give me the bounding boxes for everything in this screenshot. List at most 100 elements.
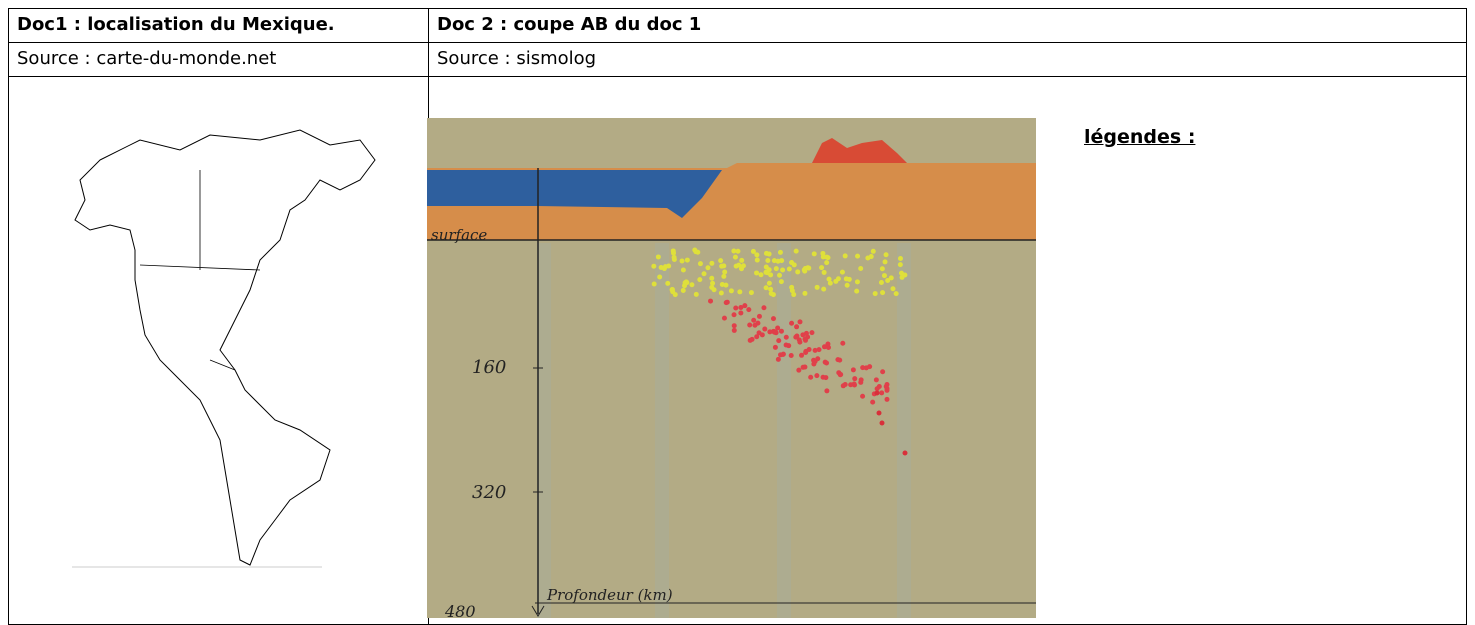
quake-dot [651, 281, 657, 287]
quake-dot [879, 420, 885, 426]
quake-dot [839, 269, 845, 275]
quake-dot [854, 279, 860, 285]
quake-dot [855, 253, 861, 259]
quake-dot [899, 274, 905, 280]
quake-dot [752, 322, 758, 328]
quake-dot [692, 247, 698, 253]
quake-dot [789, 288, 795, 294]
quake-dot [768, 286, 774, 292]
quake-dot [773, 330, 779, 336]
quake-dot [658, 265, 664, 271]
quake-dot [799, 352, 805, 358]
quake-dot [751, 317, 757, 323]
quake-dot [883, 383, 889, 389]
quake-dot [882, 259, 888, 265]
quake-dot [742, 303, 748, 309]
quake-dot [722, 269, 728, 275]
quake-dot [701, 271, 707, 277]
axis-label: Profondeur (km) [546, 586, 673, 604]
quake-dot [850, 367, 856, 373]
quake-dot [802, 268, 808, 274]
quake-dot [738, 266, 744, 272]
quake-dot [762, 326, 768, 332]
quake-dot [814, 373, 820, 379]
quake-dot [858, 377, 864, 383]
quake-dot [880, 290, 886, 296]
quake-dot [852, 376, 858, 382]
quake-dot [897, 262, 903, 268]
quake-dot [795, 269, 801, 275]
quake-dot [878, 279, 884, 285]
quake-dot [684, 257, 690, 263]
ocean [427, 170, 722, 218]
quake-dot [793, 334, 799, 340]
quake-dot [788, 353, 794, 359]
quake-dot [761, 305, 767, 311]
stripe [897, 243, 911, 618]
quake-dot [680, 287, 686, 293]
quake-dot [719, 281, 725, 287]
quake-dot [789, 320, 795, 326]
quake-dot [837, 357, 843, 363]
quake-dot [897, 256, 903, 262]
legend-title: légendes : [1084, 126, 1196, 148]
quake-dot [731, 323, 737, 329]
quake-dot [885, 278, 891, 284]
quake-dot [679, 258, 685, 264]
quake-dot [780, 351, 786, 357]
quake-dot [890, 286, 896, 292]
quake-dot [796, 367, 802, 373]
quake-dot [851, 381, 857, 387]
quake-dot [724, 299, 730, 305]
quake-dot [738, 310, 744, 316]
quake-dot [881, 273, 887, 279]
quake-dot [689, 282, 695, 288]
quake-dot [902, 450, 908, 456]
quake-dot [803, 330, 809, 336]
quake-dot [842, 253, 848, 259]
americas-map [72, 129, 376, 568]
quake-dot [819, 265, 825, 271]
continent-outline [74, 129, 376, 566]
quake-dot [816, 347, 822, 353]
quake-dot [697, 277, 703, 283]
quake-dot [754, 270, 760, 276]
quake-dot [709, 284, 715, 290]
quake-dot [880, 369, 886, 375]
stripe [777, 243, 791, 618]
quake-dot [763, 264, 769, 270]
quake-dot [763, 250, 769, 256]
quake-dot [808, 374, 814, 380]
quake-dot [747, 322, 753, 328]
quake-dot [840, 383, 846, 389]
quake-dot [728, 288, 734, 294]
quake-dot [824, 388, 830, 394]
quake-dot [843, 276, 849, 282]
header-cell: Doc 2 : coupe AB du doc 1 [428, 8, 1467, 43]
quake-dot [879, 390, 885, 396]
quake-dot [750, 248, 756, 254]
quake-dot [655, 254, 661, 260]
quake-dot [814, 284, 820, 290]
quake-dot [789, 260, 795, 266]
quake-dot [775, 356, 781, 362]
quake-dot [794, 324, 800, 330]
quake-dot [854, 288, 860, 294]
quake-dot [893, 291, 899, 297]
earthquakes [651, 247, 908, 456]
quake-dot [770, 292, 776, 298]
quake-dot [898, 270, 904, 276]
quake-dot [803, 349, 809, 355]
quake-dot [826, 276, 832, 282]
quake-dot [809, 330, 815, 336]
quake-dot [778, 328, 784, 334]
quake-dot [858, 266, 864, 272]
quake-dot [821, 286, 827, 292]
quake-dot [775, 325, 781, 331]
quake-dot [710, 280, 716, 286]
quake-dot [768, 272, 774, 278]
quake-dot [733, 305, 739, 311]
quake-dot [837, 372, 843, 378]
quake-dot [888, 275, 894, 281]
